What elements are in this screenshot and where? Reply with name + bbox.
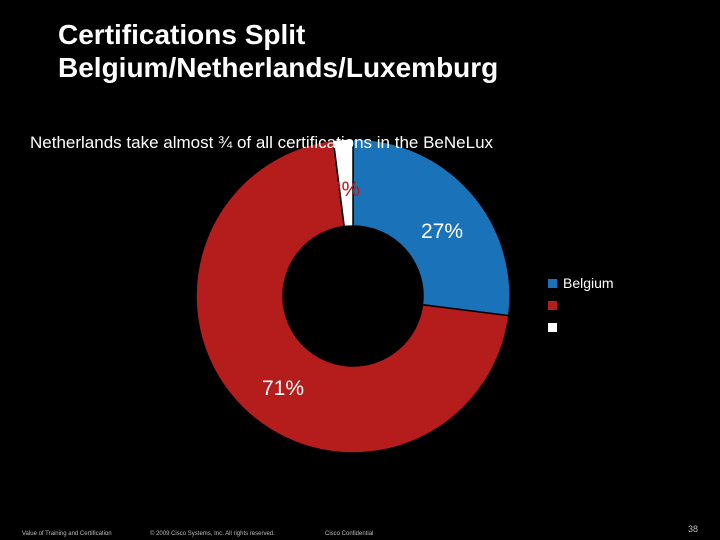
legend-swatch-2 bbox=[548, 300, 557, 310]
chart-legend: Belgium bbox=[548, 272, 614, 338]
legend-swatch-3 bbox=[548, 322, 557, 332]
data-label-1: 27% bbox=[421, 220, 463, 243]
slide-number: 38 bbox=[687, 524, 698, 534]
slice-2 bbox=[195, 139, 510, 454]
footer-confidential: Cisco Confidential bbox=[325, 531, 374, 537]
slide-title: Certifications Split Belgium/Netherlands… bbox=[58, 18, 498, 84]
slice-1 bbox=[352, 138, 511, 317]
legend-label-1: Belgium bbox=[563, 275, 614, 291]
slide-title-line-2: Belgium/Netherlands/Luxemburg bbox=[58, 52, 499, 83]
slide-subtitle: Netherlands take almost ¾ of all certifi… bbox=[30, 133, 494, 152]
slice-3 bbox=[332, 138, 354, 228]
legend-item-3 bbox=[548, 316, 614, 338]
data-label-2: 71% bbox=[262, 377, 304, 400]
slide-title-line-1: Certifications Split bbox=[58, 19, 306, 50]
legend-swatch-1 bbox=[548, 278, 557, 288]
legend-item-2 bbox=[548, 294, 614, 316]
data-label-3: 2% bbox=[330, 178, 360, 201]
footer-left-text: Value of Training and Certification bbox=[22, 531, 112, 537]
legend-item-1: Belgium bbox=[548, 272, 614, 294]
footer-copyright: © 2009 Cisco Systems, Inc. All rights re… bbox=[150, 531, 275, 537]
title-bar: Certifications Split Belgium/Netherlands… bbox=[0, 0, 720, 108]
